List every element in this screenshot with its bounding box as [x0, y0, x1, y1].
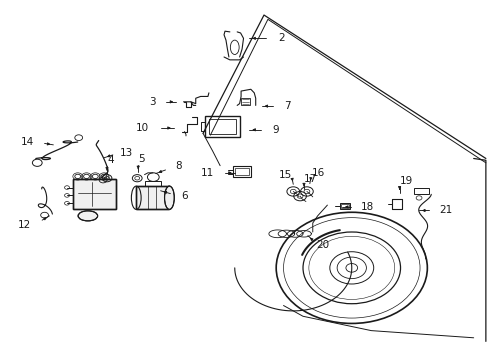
Text: 14: 14 [20, 138, 34, 147]
Bar [209, 119, 235, 134]
Text: 7: 7 [284, 101, 290, 111]
Text: 21: 21 [439, 206, 452, 216]
Text: 12: 12 [18, 220, 31, 230]
Bar [235, 168, 248, 175]
Bar [340, 204, 348, 208]
Circle shape [101, 174, 107, 179]
Bar [73, 179, 116, 209]
Bar [241, 98, 249, 105]
Text: 16: 16 [311, 168, 325, 178]
Text: 20: 20 [316, 239, 329, 249]
Ellipse shape [78, 211, 98, 221]
Text: 4: 4 [107, 155, 113, 165]
Bar [413, 188, 428, 194]
Text: 6: 6 [181, 191, 187, 201]
Text: 11: 11 [200, 168, 213, 178]
Bar [136, 186, 169, 210]
Text: 3: 3 [149, 97, 156, 107]
Text: 18: 18 [360, 202, 373, 212]
Text: 9: 9 [272, 125, 279, 135]
Circle shape [83, 174, 89, 179]
Bar [339, 203, 349, 210]
Text: 5: 5 [138, 154, 144, 164]
Text: 17: 17 [304, 174, 317, 184]
Text: 13: 13 [120, 148, 133, 158]
Bar [73, 179, 116, 209]
Text: 15: 15 [279, 170, 292, 180]
Bar [205, 116, 239, 137]
Text: 10: 10 [136, 123, 149, 133]
Circle shape [92, 174, 98, 179]
Bar [136, 186, 169, 210]
Text: 2: 2 [278, 33, 285, 43]
Bar [232, 166, 251, 177]
Ellipse shape [164, 186, 174, 210]
Text: 8: 8 [175, 161, 182, 171]
Text: 19: 19 [399, 176, 412, 186]
Bar [144, 181, 161, 186]
Circle shape [75, 174, 81, 179]
